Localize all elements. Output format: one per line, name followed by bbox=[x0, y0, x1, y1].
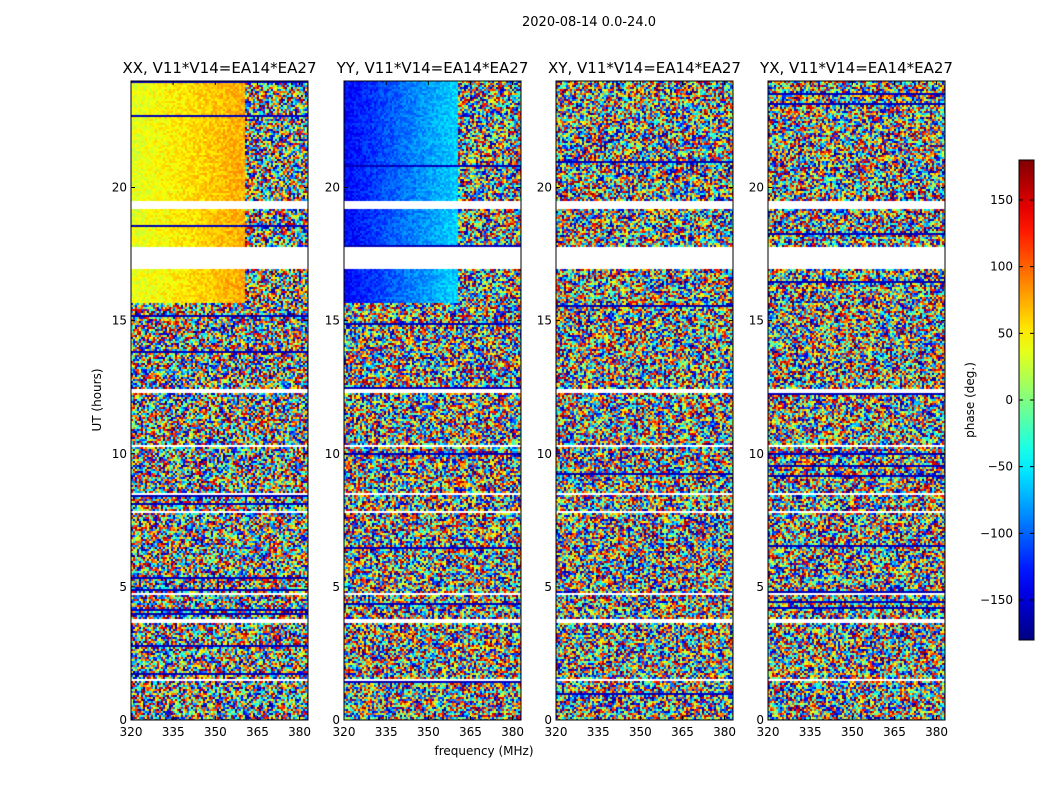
colorbar-label: phase (deg.) bbox=[963, 362, 977, 438]
x-tick-label: 380 bbox=[501, 725, 524, 739]
colorbar: 150 100 50 0 −50 −100 −150 phase (deg.) bbox=[963, 159, 1035, 641]
y-tick-label: 5 bbox=[756, 580, 764, 594]
y-axis-label: UT (hours) bbox=[90, 368, 104, 431]
x-tick-label: 320 bbox=[757, 725, 780, 739]
panel-image-yx bbox=[768, 81, 945, 720]
suptitle: 2020-08-14 0.0-24.0 bbox=[522, 15, 656, 30]
x-tick-label: 335 bbox=[799, 725, 822, 739]
y-tick-label: 15 bbox=[112, 314, 127, 328]
x-tick-label: 365 bbox=[246, 725, 269, 739]
panel-frame bbox=[343, 80, 522, 721]
x-tick-label: 335 bbox=[375, 725, 398, 739]
panel-frame bbox=[555, 80, 734, 721]
y-tick-label: 15 bbox=[537, 314, 552, 328]
x-tick-label: 365 bbox=[671, 725, 694, 739]
x-tick-label: 335 bbox=[587, 725, 610, 739]
x-tick-label: 350 bbox=[204, 725, 227, 739]
y-tick-label: 20 bbox=[112, 181, 127, 195]
y-tick-label: 20 bbox=[537, 181, 552, 195]
x-tick-label: 335 bbox=[162, 725, 185, 739]
colorbar-tick-label: 150 bbox=[990, 193, 1013, 207]
x-tick-label: 350 bbox=[417, 725, 440, 739]
x-tick-label: 365 bbox=[883, 725, 906, 739]
panel-image-xy bbox=[556, 81, 733, 720]
y-tick-label: 5 bbox=[544, 580, 552, 594]
y-tick-label: 20 bbox=[325, 181, 340, 195]
x-tick-label: 320 bbox=[545, 725, 568, 739]
panel-title: YY, V11*V14=EA14*EA27 bbox=[336, 59, 529, 77]
panel-yy: YY, V11*V14=EA14*EA27 0 5 10 15 20 320 335 350 36… bbox=[325, 59, 529, 739]
x-tick-label: 350 bbox=[629, 725, 652, 739]
y-tick-label: 15 bbox=[325, 314, 340, 328]
panel-yx: YX, V11*V14=EA14*EA27 0 5 10 15 20 320 335 350 36… bbox=[749, 59, 953, 739]
x-tick-label: 365 bbox=[459, 725, 482, 739]
y-tick-label: 15 bbox=[749, 314, 764, 328]
colorbar-tick-label: 50 bbox=[998, 326, 1013, 340]
panel-frame bbox=[767, 80, 946, 721]
y-tick-label: 0 bbox=[544, 713, 552, 727]
panel-title: XY, V11*V14=EA14*EA27 bbox=[548, 59, 741, 77]
y-tick-label: 0 bbox=[119, 713, 127, 727]
y-tick-label: 5 bbox=[119, 580, 127, 594]
colorbar-tick-label: 100 bbox=[990, 260, 1013, 274]
panel-xy: XY, V11*V14=EA14*EA27 0 5 10 15 20 320 335 350 36… bbox=[537, 59, 741, 739]
panel-xx: XX, V11*V14=EA14*EA27 0 5 10 15 20 320 335 350 36… bbox=[112, 59, 317, 739]
panel-title: XX, V11*V14=EA14*EA27 bbox=[122, 59, 316, 77]
x-tick-label: 380 bbox=[925, 725, 948, 739]
x-axis-label: frequency (MHz) bbox=[434, 744, 533, 758]
panel-image-xx bbox=[131, 81, 308, 720]
x-tick-label: 320 bbox=[333, 725, 356, 739]
panel-frame bbox=[130, 80, 309, 721]
y-tick-label: 5 bbox=[332, 580, 340, 594]
x-tick-label: 380 bbox=[288, 725, 311, 739]
y-tick-label: 10 bbox=[112, 447, 127, 461]
y-tick-label: 10 bbox=[749, 447, 764, 461]
x-tick-label: 350 bbox=[841, 725, 864, 739]
colorbar-tick-label: −100 bbox=[980, 526, 1013, 540]
x-tick-label: 320 bbox=[120, 725, 143, 739]
colorbar-tick-label: −50 bbox=[988, 460, 1013, 474]
y-tick-label: 0 bbox=[756, 713, 764, 727]
y-tick-label: 0 bbox=[332, 713, 340, 727]
colorbar-tick-label: −150 bbox=[980, 593, 1013, 607]
panels: XX, V11*V14=EA14*EA27 0 5 10 15 20 320 335 350 36… bbox=[112, 59, 953, 739]
colorbar-tick-label: 0 bbox=[1005, 393, 1013, 407]
x-tick-label: 380 bbox=[713, 725, 736, 739]
y-tick-label: 10 bbox=[325, 447, 340, 461]
panel-title: YX, V11*V14=EA14*EA27 bbox=[759, 59, 953, 77]
y-tick-label: 20 bbox=[749, 181, 764, 195]
panel-image-yy bbox=[344, 81, 521, 720]
y-tick-label: 10 bbox=[537, 447, 552, 461]
